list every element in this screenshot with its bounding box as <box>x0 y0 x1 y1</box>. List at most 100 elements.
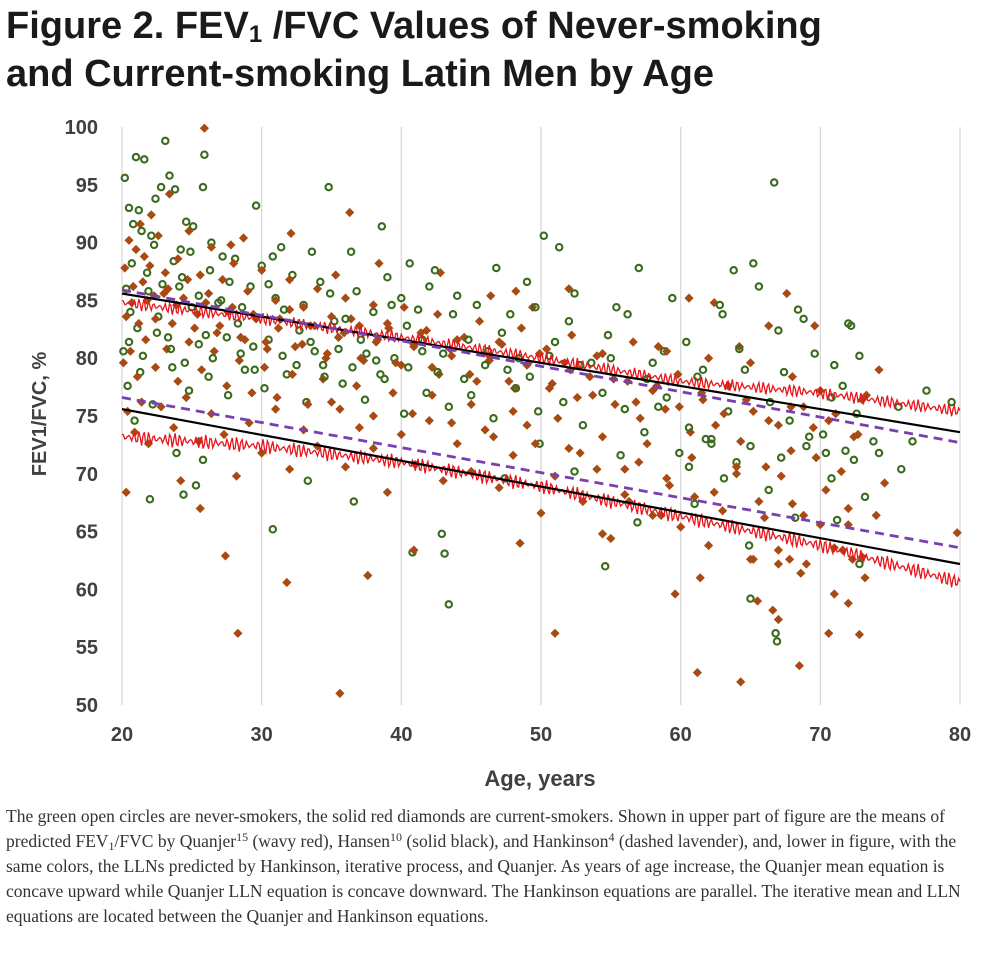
current-smoker-point <box>465 369 475 379</box>
current-smoker-point <box>427 362 437 372</box>
never-smoker-point <box>126 307 135 317</box>
current-smoker-point <box>709 487 719 497</box>
current-smoker-point <box>125 346 135 356</box>
current-smoker-point <box>664 480 675 490</box>
never-smoker-point <box>175 282 184 291</box>
current-smoker-point <box>838 545 848 555</box>
never-smoker-point <box>240 365 250 375</box>
current-smoker-point <box>711 420 721 430</box>
title-line2: and Current-smoking Latin Men by Age <box>6 53 714 95</box>
current-smoker-point <box>368 300 378 310</box>
current-smoker-point <box>808 423 818 433</box>
never-smoker-point <box>729 266 738 275</box>
never-smoker-point <box>278 351 287 361</box>
current-smoker-point <box>282 577 292 588</box>
current-smoker-point <box>799 510 809 520</box>
never-smoker-point <box>616 451 625 460</box>
current-smoker-point <box>466 399 476 409</box>
never-smoker-point <box>612 303 621 312</box>
never-smoker-point <box>634 263 644 273</box>
x-tick-label: 80 <box>949 724 971 746</box>
current-smoker-point <box>536 508 546 518</box>
never-smoker-point <box>785 416 794 425</box>
never-smoker-point <box>947 397 956 407</box>
never-smoker-point <box>250 365 259 375</box>
never-smoker-point <box>897 464 906 474</box>
current-smoker-point <box>131 244 141 255</box>
never-smoker-point <box>205 266 215 275</box>
current-smoker-point <box>670 589 680 599</box>
current-smoker-point <box>692 668 702 678</box>
never-smoker-point <box>810 349 819 358</box>
current-smoker-point <box>776 471 786 481</box>
never-smoker-point <box>764 485 773 495</box>
never-smoker-point <box>134 205 144 215</box>
never-smoker-point <box>356 335 366 344</box>
never-smoker-point <box>908 437 917 446</box>
never-smoker-point <box>268 525 278 534</box>
current-smoker-point <box>396 360 406 370</box>
y-axis-label: FEV1/FVC, % <box>29 352 51 477</box>
current-smoker-point <box>286 228 296 238</box>
current-smoker-point <box>141 335 151 345</box>
current-smoker-point <box>824 416 834 426</box>
current-smoker-point <box>522 420 532 430</box>
current-smoker-point <box>143 439 154 449</box>
caption-subscript: 1 <box>108 839 115 853</box>
never-smoker-point <box>191 481 201 490</box>
hansen-lower-line <box>121 408 961 566</box>
never-smoker-point <box>799 314 808 324</box>
y-tick-label: 65 <box>76 522 98 544</box>
never-smoker-point <box>151 194 160 203</box>
current-smoker-point <box>497 339 507 349</box>
never-smoker-point <box>869 437 878 446</box>
current-smoker-point <box>597 529 608 539</box>
current-smoker-point <box>567 330 577 340</box>
current-smoker-point <box>810 321 820 331</box>
x-axis-label: Age, years <box>484 766 595 791</box>
current-smoker-point <box>860 573 870 583</box>
never-smoker-point <box>306 337 315 347</box>
never-smoker-point <box>130 416 139 425</box>
current-smoker-point <box>243 286 253 296</box>
never-smoker-point <box>522 277 532 287</box>
current-smoker-point <box>173 376 183 386</box>
current-smoker-point <box>374 258 384 268</box>
current-smoker-point <box>220 551 230 561</box>
never-smoker-point <box>413 305 423 314</box>
never-smoker-point <box>860 492 870 502</box>
current-smoker-point <box>368 443 378 453</box>
never-smoker-point <box>715 300 725 310</box>
current-smoker-point <box>785 554 795 564</box>
current-smoker-point <box>118 358 128 368</box>
current-smoker-point <box>199 123 209 133</box>
current-smoker-point <box>244 418 254 428</box>
current-smoker-point <box>628 337 638 347</box>
current-smoker-point <box>132 372 142 382</box>
never-smoker-point <box>701 434 711 444</box>
y-tick-label: 75 <box>76 406 98 428</box>
current-smoker-point <box>764 416 774 426</box>
current-smoker-point <box>652 381 662 391</box>
current-smoker-point <box>382 487 392 497</box>
never-smoker-point <box>648 358 657 368</box>
never-smoker-point <box>830 360 839 370</box>
never-smoker-point <box>180 358 190 368</box>
never-smoker-point <box>744 541 754 550</box>
never-smoker-point <box>506 310 515 319</box>
current-smoker-point <box>871 510 881 520</box>
never-smoker-point <box>662 393 671 402</box>
current-smoker-point <box>150 314 161 324</box>
never-smoker-point <box>740 365 750 375</box>
never-smoker-point <box>838 381 847 391</box>
never-smoker-point <box>124 203 134 213</box>
never-smoker-point <box>735 344 744 354</box>
current-smoker-point <box>748 554 758 564</box>
x-tick-label: 70 <box>809 724 831 746</box>
current-smoker-point <box>212 328 222 338</box>
never-smoker-point <box>208 353 218 363</box>
never-smoker-point <box>464 335 473 344</box>
current-smoker-point <box>787 372 797 382</box>
current-smoker-point <box>163 284 173 294</box>
never-smoker-point <box>279 305 289 314</box>
